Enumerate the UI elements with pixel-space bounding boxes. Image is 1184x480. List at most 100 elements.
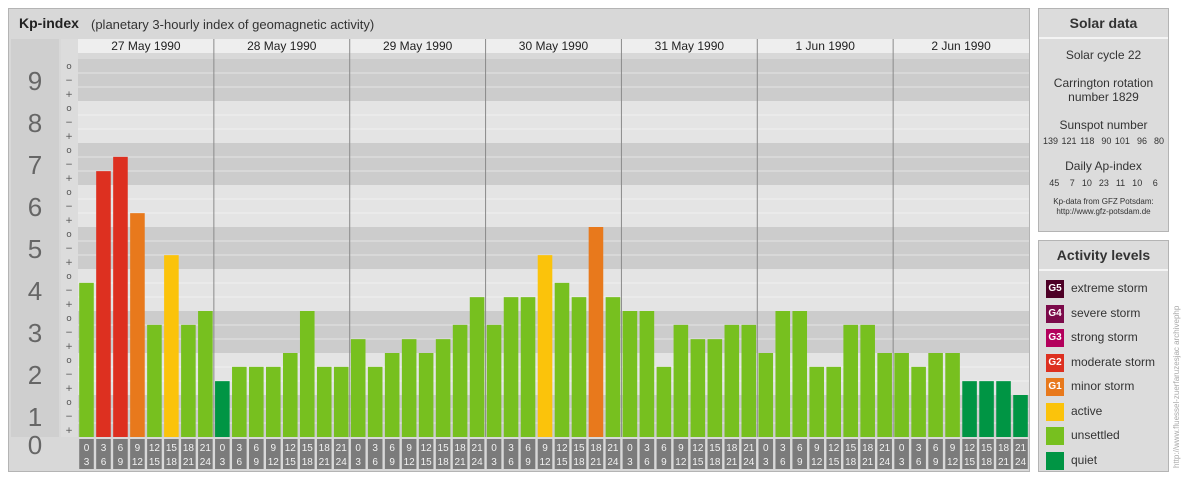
- interval-box: [996, 439, 1011, 469]
- kp-bar: [860, 324, 875, 437]
- kp-band: [78, 227, 1029, 269]
- kp-bar: [452, 324, 468, 437]
- y-minor-tick-label: −: [65, 76, 73, 86]
- interval-box: [215, 439, 230, 469]
- activity-levels-panel: Activity levels G5 extreme storm G4 seve…: [1038, 240, 1169, 472]
- interval-end-label: 24: [472, 457, 484, 468]
- interval-box: [758, 439, 774, 469]
- interval-start-label: 6: [933, 443, 939, 454]
- level-label: unsettled: [1071, 428, 1120, 442]
- interval-end-label: 12: [268, 457, 280, 468]
- kp-bar: [435, 339, 451, 437]
- kp-bar: [79, 282, 94, 437]
- interval-start-label: 18: [998, 443, 1010, 454]
- interval-end-label: 15: [692, 457, 704, 468]
- kp-bar: [333, 366, 349, 437]
- source-link[interactable]: http://www.gfz-potsdam.de: [1056, 207, 1151, 216]
- interval-start-label: 18: [455, 443, 467, 454]
- kp-bar: [877, 353, 892, 437]
- kp-bar: [571, 297, 587, 437]
- interval-end-label: 12: [132, 457, 144, 468]
- kp-chart-panel: 0 1 2 3 4 5 6 7 8 9 + − o + − o + − o + − o + − o + − o + − o + − o + − o 27 …: [8, 8, 1030, 472]
- interval-box: [232, 439, 247, 469]
- interval-start-label: 21: [607, 443, 619, 454]
- interval-box: [673, 439, 689, 469]
- kp-bar: [350, 339, 366, 437]
- interval-box: [639, 439, 655, 469]
- interval-box: [962, 439, 977, 469]
- interval-start-label: 3: [508, 443, 514, 454]
- kp-bar: [367, 366, 383, 437]
- source-watermark: http://www.fluessel-zuerfaruzesjac archi…: [1172, 305, 1181, 468]
- interval-box: [979, 439, 994, 469]
- kp-bar: [469, 297, 485, 437]
- y-minor-tick-label: +: [65, 132, 73, 142]
- interval-end-label: 24: [607, 457, 619, 468]
- kp-bar: [503, 297, 519, 437]
- interval-box: [384, 439, 400, 469]
- level-g3: G3 strong storm: [1039, 326, 1168, 351]
- interval-start-label: 18: [726, 443, 738, 454]
- interval-end-label: 24: [743, 457, 755, 468]
- kp-bar: [979, 381, 994, 437]
- interval-box: [266, 439, 281, 469]
- interval-start-label: 9: [814, 443, 820, 454]
- interval-box: [741, 439, 757, 469]
- interval-box: [588, 439, 604, 469]
- interval-box: [113, 439, 128, 469]
- y-tick-label: 0: [28, 430, 42, 460]
- interval-box: [435, 439, 451, 469]
- y-minor-panel: [61, 39, 78, 437]
- interval-end-label: 21: [862, 457, 874, 468]
- interval-box: [401, 439, 417, 469]
- interval-end-label: 15: [285, 457, 297, 468]
- interval-start-label: 15: [302, 443, 314, 454]
- kp-bar: [554, 282, 570, 437]
- interval-box: [503, 439, 519, 469]
- interval-start-label: 9: [950, 443, 956, 454]
- kp-bar: [690, 339, 706, 437]
- kp-band: [78, 269, 1029, 311]
- y-minor-tick-label: o: [66, 272, 72, 282]
- interval-box: [860, 439, 875, 469]
- interval-start-label: 3: [372, 443, 378, 454]
- interval-end-label: 21: [590, 457, 602, 468]
- interval-box: [147, 439, 162, 469]
- ap-title: Daily Ap-index: [1065, 159, 1142, 173]
- interval-start-label: 12: [556, 443, 568, 454]
- interval-end-label: 15: [149, 457, 161, 468]
- carrington-line1: Carrington rotation: [1053, 76, 1154, 90]
- activity-levels-title: Activity levels: [1039, 241, 1168, 271]
- interval-box: [843, 439, 858, 469]
- kp-bar: [605, 297, 621, 437]
- interval-end-label: 9: [525, 457, 531, 468]
- interval-box: [96, 439, 111, 469]
- kp-band: [78, 101, 1029, 143]
- source-line1: Kp-data from GFZ Potsdam:: [1053, 197, 1154, 206]
- interval-start-label: 9: [542, 443, 548, 454]
- y-minor-tick-label: −: [65, 412, 73, 422]
- interval-end-label: 18: [438, 457, 450, 468]
- interval-end-label: 6: [916, 457, 922, 468]
- level-label: moderate storm: [1071, 354, 1156, 369]
- interval-start-label: 21: [879, 443, 891, 454]
- interval-box: [928, 439, 943, 469]
- level-label: quiet: [1071, 452, 1098, 467]
- kp-bar: [249, 366, 264, 437]
- kp-band: [78, 185, 1029, 227]
- y-minor-tick-label: +: [65, 90, 73, 100]
- kp-bar: [418, 353, 434, 437]
- kp-bar: [758, 353, 774, 437]
- interval-end-label: 12: [675, 457, 687, 468]
- y-axis-panel: [11, 39, 59, 437]
- kp-band: [78, 311, 1029, 353]
- interval-box: [367, 439, 383, 469]
- interval-end-label: 12: [947, 457, 959, 468]
- interval-end-label: 18: [845, 457, 857, 468]
- y-minor-tick-label: −: [65, 160, 73, 170]
- day-label: 27 May 1990: [111, 39, 181, 53]
- day-label: 2 Jun 1990: [931, 39, 991, 53]
- interval-start-label: 3: [101, 443, 107, 454]
- interval-start-label: 12: [828, 443, 840, 454]
- interval-end-label: 21: [183, 457, 195, 468]
